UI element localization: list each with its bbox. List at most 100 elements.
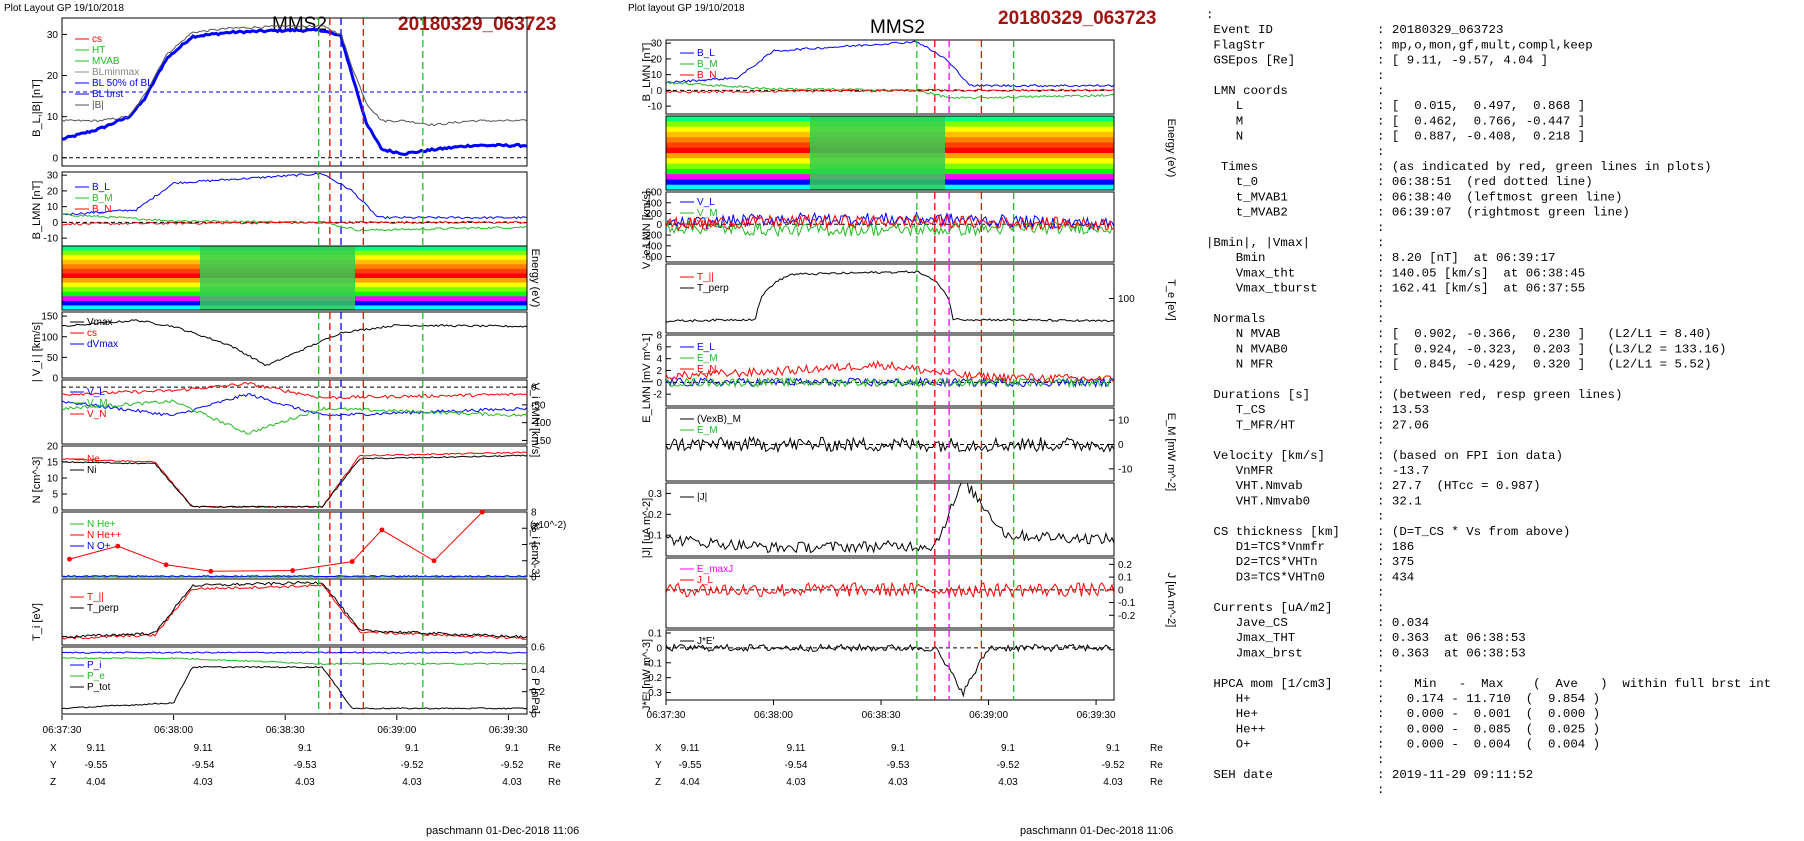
legend-entry: cs: [87, 328, 97, 339]
y-tick-label: 8: [656, 331, 662, 342]
data-line: [61, 454, 528, 508]
y-tick-label: 0.1: [648, 628, 662, 639]
panel-frame: [61, 379, 528, 445]
x-tick-label: 06:38:30: [862, 710, 901, 721]
legend-entry: P_tot: [87, 682, 111, 693]
left-position-label: Y: [50, 760, 57, 771]
info-line: Vmax_tht : 140.05 [km/s] at 06:38:45: [1206, 266, 1585, 280]
left-position-unit: Re: [548, 777, 561, 788]
info-line: N : [ 0.887, -0.408, 0.218 ]: [1206, 130, 1585, 144]
data-line: [665, 581, 1115, 599]
y-tick-label: 8: [531, 508, 537, 519]
x-tick-label: 06:37:30: [647, 710, 686, 721]
data-line: [61, 220, 528, 226]
legend-entry: cs: [92, 34, 102, 45]
info-line: N MVAB : [ 0.902, -0.366, 0.230 ] (L2/L1…: [1206, 327, 1712, 341]
x-tick-label: 06:37:30: [43, 725, 82, 736]
ylabel-m-energy: Energy (eV): [1165, 119, 1177, 178]
data-line: [665, 270, 1115, 323]
data-line: [61, 657, 528, 665]
y-tick-label: -2: [653, 390, 662, 401]
y-tick-label: -10: [1118, 464, 1133, 475]
y-tick-label: -150: [531, 436, 551, 447]
y-tick-label: -0.1: [1118, 598, 1136, 609]
legend-entry: P_i: [87, 660, 101, 671]
y-tick-label: 0: [656, 86, 662, 97]
legend-entry: |B|: [92, 100, 104, 111]
left-position-value: 9.1: [298, 743, 312, 754]
middle-position-value: 4.04: [680, 777, 700, 788]
y-tick-label: 2: [656, 366, 662, 377]
y-tick-label: 0: [656, 220, 662, 231]
panel-frame: [61, 646, 528, 715]
ylabel-m-je: J*E' [nW m^-3]: [641, 639, 653, 711]
middle-position-value: 4.03: [888, 777, 908, 788]
info-line: He++ : 0.000 - 0.085 ( 0.025 ): [1206, 722, 1600, 736]
data-line: [61, 27, 528, 157]
x-tick-label: 06:39:30: [489, 725, 528, 736]
middle-position-label: Z: [655, 777, 661, 788]
y-tick-label: 30: [651, 39, 663, 50]
legend-entry: V_L: [87, 387, 105, 398]
left-position-value: 9.11: [87, 743, 106, 754]
y-tick-label: 0: [656, 643, 662, 654]
middle-position-value: 4.03: [1103, 777, 1123, 788]
panel-frame: [665, 557, 1115, 629]
x-tick-label: 06:39:00: [969, 710, 1008, 721]
info-line: :: [1206, 783, 1384, 797]
data-line: [69, 511, 483, 572]
y-tick-label: -0.1: [645, 658, 663, 669]
info-line: :: [1206, 69, 1384, 83]
panel-frame: [61, 578, 528, 646]
y-tick-label: 0: [531, 383, 537, 394]
y-tick-label: 20: [47, 442, 59, 453]
middle-position-value: -9.55: [679, 760, 702, 771]
y-tick-label: 4: [656, 354, 662, 365]
y-tick-label: 0.2: [648, 510, 662, 521]
legend-entry: dVmax: [87, 339, 118, 350]
data-point: [208, 568, 214, 574]
info-line: :: [1206, 145, 1384, 159]
info-line: Normals :: [1206, 312, 1384, 326]
panel-frame: [665, 39, 1115, 115]
info-line: O+ : 0.000 - 0.004 ( 0.004 ): [1206, 738, 1600, 752]
data-line: [61, 651, 528, 654]
legend-entry: BL brst: [92, 89, 124, 100]
info-line: VnMFR : -13.7: [1206, 464, 1429, 478]
info-line: Currents [uA/m2] :: [1206, 601, 1384, 615]
left-position-label: X: [50, 743, 57, 754]
y-tick-label: 0: [656, 378, 662, 389]
info-line: :: [1206, 586, 1384, 600]
x-tick-label: 06:38:00: [754, 710, 793, 721]
info-line: T_CS : 13.53: [1206, 403, 1429, 417]
left-position-unit: Re: [548, 760, 561, 771]
panel-frame: [665, 334, 1115, 407]
legend-entry: E_M: [697, 353, 718, 364]
legend-entry: V_N: [697, 219, 716, 230]
y-tick-label: -400: [642, 241, 662, 252]
left-position-value: -9.54: [192, 760, 215, 771]
info-line: D1=TCS*Vnmfr : 186: [1206, 540, 1414, 554]
y-tick-label: -0.2: [645, 673, 663, 684]
y-tick-label: 20: [651, 54, 663, 65]
left-position-value: 4.04: [86, 777, 106, 788]
y-tick-label: 0: [531, 573, 537, 584]
data-line: [665, 435, 1115, 454]
info-line: :: [1206, 434, 1384, 448]
data-line: [665, 643, 1114, 698]
left-position-value: 4.03: [502, 777, 522, 788]
info-line: L : [ 0.015, 0.497, 0.868 ]: [1206, 99, 1585, 113]
middle-layout-label: Plot layout GP 19/10/2018: [628, 3, 745, 14]
y-tick-label: -0.3: [645, 688, 663, 699]
info-line: LMN coords :: [1206, 84, 1384, 98]
legend-entry: N He+: [87, 519, 116, 530]
ylabel-p: P [nPa]: [529, 678, 541, 714]
y-tick-label: 15: [47, 458, 59, 469]
legend-entry: HT: [92, 45, 105, 56]
legend-entry: J_L: [697, 575, 714, 586]
y-tick-label: 50: [47, 353, 59, 364]
info-line: Vmax_tburst : 162.41 [km/s] at 06:37:55: [1206, 282, 1585, 296]
spectrogram-band: [200, 246, 355, 310]
y-tick-label: 10: [47, 112, 59, 123]
